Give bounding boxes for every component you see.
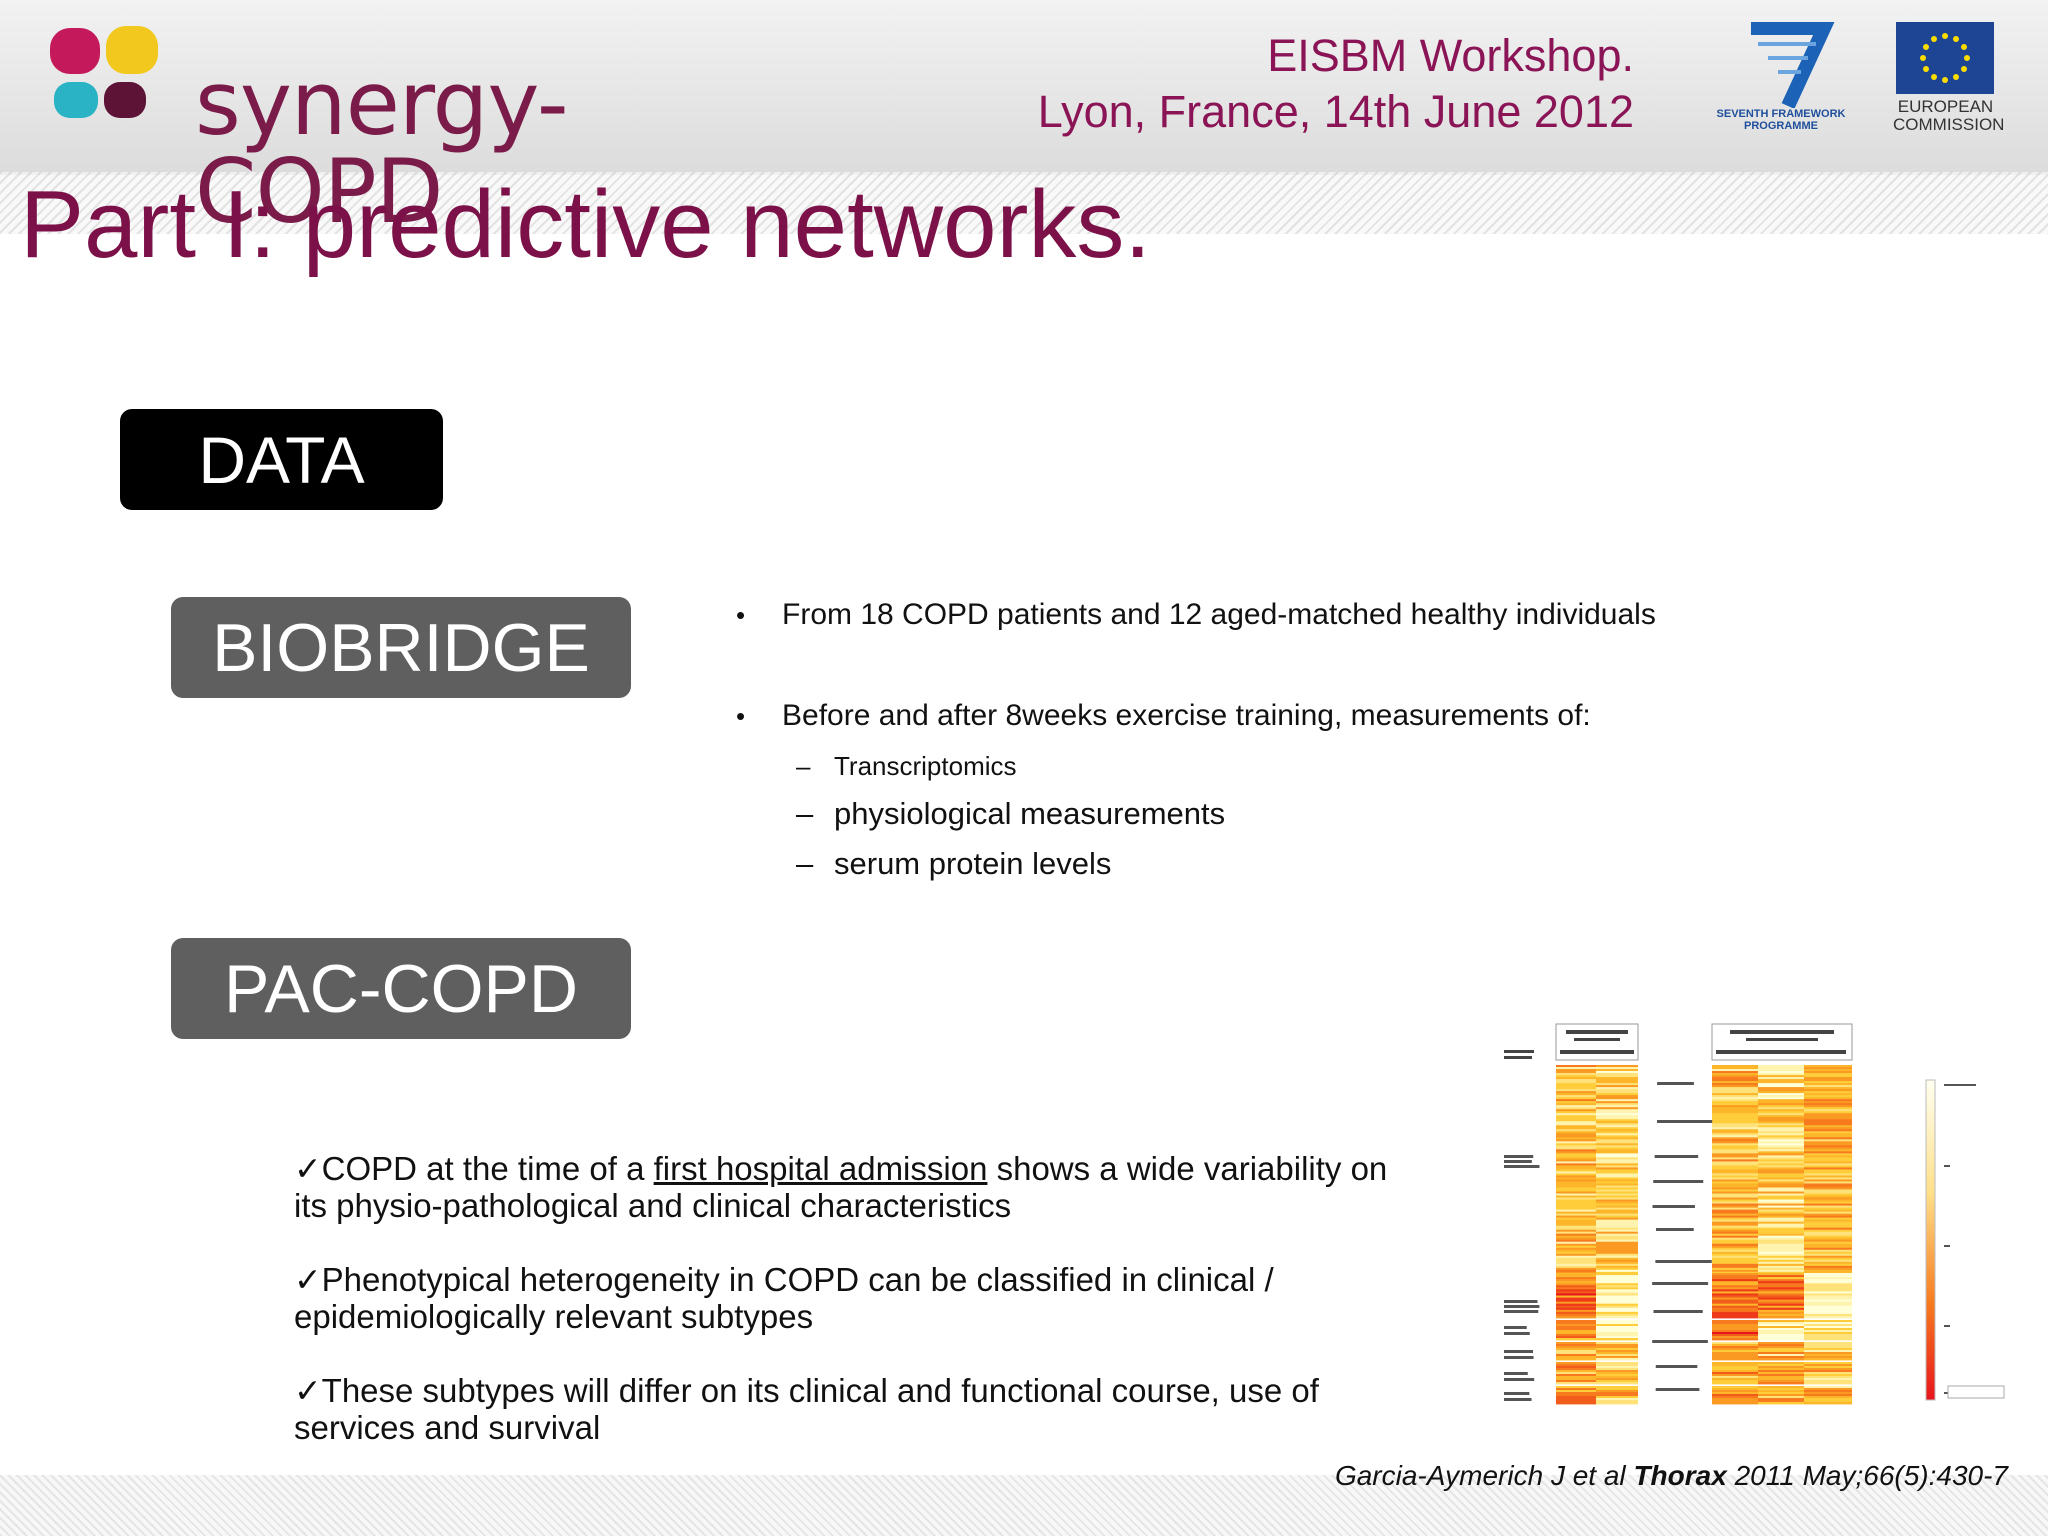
dash-icon: – [796, 796, 814, 831]
cluster-labels [1504, 1155, 1540, 1401]
checkmark-icon: ✓ [294, 1372, 322, 1409]
bullet-item: • From 18 COPD patients and 12 aged-match… [736, 598, 1656, 631]
eu-label: EUROPEAN COMMISSION [1893, 97, 2005, 134]
bullet-icon: • [736, 701, 746, 731]
fp7-logo: SEVENTH FRAMEWORK PROGRAMME [1706, 21, 1856, 132]
check-item: ✓COPD at the time of a first hospital ad… [294, 1150, 1388, 1224]
checkmark-icon: ✓ [294, 1150, 322, 1187]
event-location-date: Lyon, France, 14th June 2012 [1037, 86, 1634, 137]
pac-copd-badge: PAC-COPD [171, 938, 631, 1039]
sub-bullet-item: – serum protein levels [796, 846, 1112, 881]
data-badge: DATA [120, 409, 443, 510]
slide-title: Part I: predictive networks. [20, 171, 1152, 278]
heatmap-two-groups [1556, 1065, 1638, 1405]
check-item: ✓These subtypes will differ on its clini… [294, 1372, 1319, 1446]
header-box-three-groups [1711, 1023, 1853, 1061]
header-band [0, 0, 2048, 175]
dash-icon: – [796, 846, 814, 881]
citation: Garcia-Aymerich J et al Thorax 2011 May;… [1334, 1460, 2008, 1491]
synergy-flower-icon [50, 26, 158, 118]
pac-copd-points: ✓COPD at the time of a first hospital ad… [294, 1150, 1414, 1483]
check-item: ✓Phenotypical heterogeneity in COPD can … [294, 1261, 1274, 1335]
journal-name: Thorax [1633, 1460, 1727, 1491]
checkmark-icon: ✓ [294, 1261, 322, 1298]
color-scale-bar [1925, 1079, 1936, 1401]
logo-wordmark: synergy-COPD [195, 52, 569, 243]
header-box-two-groups [1555, 1023, 1639, 1061]
underlined-phrase: first hospital admission [653, 1150, 988, 1187]
european-commission-logo: EUROPEAN COMMISSION [1893, 22, 2005, 137]
dash-icon: – [796, 751, 811, 781]
heatmap-three-groups [1712, 1065, 1852, 1405]
eu-flag-icon [1896, 22, 1994, 94]
sub-bullet-item: – Transcriptomics [796, 751, 1017, 781]
seven-icon [1751, 21, 1835, 109]
bullet-icon: • [736, 600, 746, 630]
footer-hatch-pattern [0, 1475, 2048, 1536]
variable-labels [1652, 1082, 1713, 1391]
event-name: EISBM Workshop. [1267, 30, 1634, 81]
bullet-item: • Before and after 8weeks exercise traini… [736, 699, 1591, 732]
synergy-copd-logo: synergy-COPD [40, 20, 640, 236]
sub-bullet-item: – physiological measurements [796, 796, 1226, 831]
event-info: EISBM Workshop. Lyon, France, 14th June … [1038, 28, 1634, 140]
biobridge-badge: BIOBRIDGE [171, 597, 631, 698]
fp7-label: SEVENTH FRAMEWORK PROGRAMME [1716, 108, 1846, 132]
header-hatch-pattern [0, 172, 2048, 234]
cluster-heatmap-figure [1504, 1023, 2005, 1405]
